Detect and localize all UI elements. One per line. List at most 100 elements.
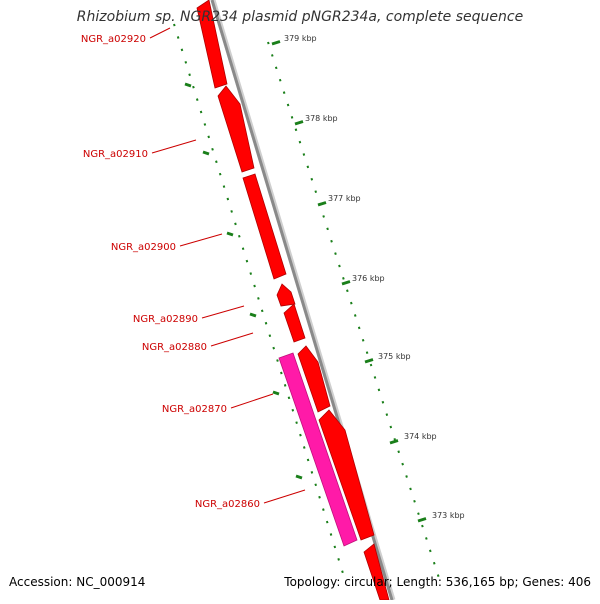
scale-tick bbox=[202, 150, 210, 156]
gene-label-leader bbox=[230, 393, 274, 409]
gene-label-leader bbox=[201, 305, 245, 319]
tick-mark bbox=[218, 172, 222, 176]
tick-mark bbox=[222, 185, 226, 188]
tick-mark bbox=[234, 222, 237, 226]
tick-mark bbox=[215, 160, 218, 164]
gene-label-NGR_a02910[interactable]: NGR_a02910 bbox=[83, 149, 148, 160]
tick-mark bbox=[436, 574, 440, 577]
accession-text: Accession: NC_000914 bbox=[9, 575, 146, 589]
tick-mark bbox=[195, 98, 199, 101]
tick-mark bbox=[310, 177, 314, 181]
scale-tick bbox=[249, 312, 257, 318]
tick-mark bbox=[260, 309, 264, 313]
tick-mark bbox=[334, 252, 337, 255]
gene-label-NGR_a02890[interactable]: NGR_a02890 bbox=[133, 314, 198, 325]
tick-mark bbox=[207, 135, 210, 139]
gene-label-leader bbox=[149, 27, 171, 39]
gene-label-NGR_a02860[interactable]: NGR_a02860 bbox=[195, 499, 260, 510]
gene-arrow-NGR_a02910[interactable] bbox=[217, 85, 255, 173]
tick-mark bbox=[401, 462, 404, 466]
tick-mark bbox=[417, 512, 420, 516]
tick-mark bbox=[286, 103, 290, 107]
scale-tick bbox=[341, 280, 351, 286]
scale-label: 376 kbp bbox=[352, 274, 385, 283]
scale-label: 373 kbp bbox=[432, 511, 465, 520]
scale-tick bbox=[294, 120, 304, 126]
tick-mark bbox=[280, 371, 283, 375]
gene-label-leader bbox=[263, 489, 306, 504]
gene-label-NGR_a02880[interactable]: NGR_a02880 bbox=[142, 342, 207, 353]
tick-mark bbox=[325, 520, 329, 524]
tick-mark bbox=[276, 359, 279, 362]
gene-arrow-highlight[interactable] bbox=[278, 352, 358, 547]
tick-mark bbox=[322, 508, 325, 511]
gene-label-leader bbox=[210, 332, 254, 347]
tick-mark bbox=[211, 147, 214, 151]
tick-mark bbox=[294, 128, 298, 132]
tick-mark bbox=[282, 91, 286, 94]
tick-mark bbox=[333, 545, 337, 549]
tick-mark bbox=[365, 351, 369, 355]
tick-mark bbox=[295, 421, 298, 425]
gene-arrow-NGR_a02860[interactable] bbox=[318, 409, 375, 541]
tick-mark bbox=[226, 197, 230, 201]
tick-mark bbox=[268, 334, 272, 338]
scale-label: 375 kbp bbox=[378, 352, 411, 361]
tick-mark bbox=[381, 400, 385, 404]
tick-mark bbox=[267, 41, 270, 45]
tick-mark bbox=[342, 277, 345, 280]
tick-mark bbox=[389, 425, 393, 429]
gene-label-NGR_a02870[interactable]: NGR_a02870 bbox=[162, 404, 227, 415]
tick-mark bbox=[338, 264, 341, 268]
scale-tick bbox=[295, 474, 303, 480]
tick-mark bbox=[257, 297, 260, 300]
scale-tick bbox=[417, 517, 427, 523]
tick-mark bbox=[429, 549, 432, 553]
tick-mark bbox=[264, 321, 268, 325]
gene-arrow-NGR_a02890[interactable] bbox=[276, 283, 296, 307]
tick-mark bbox=[405, 475, 408, 478]
tick-mark bbox=[272, 346, 275, 350]
scale-tick bbox=[226, 231, 234, 237]
tick-mark bbox=[421, 524, 424, 528]
tick-mark bbox=[283, 384, 287, 387]
gene-arrow-NGR_a02920[interactable] bbox=[196, 0, 228, 89]
tick-mark bbox=[337, 558, 340, 561]
tick-mark bbox=[230, 210, 233, 213]
gene-arrow-NGR_a02880[interactable] bbox=[283, 303, 306, 343]
tick-mark bbox=[290, 116, 294, 119]
tick-mark bbox=[361, 338, 365, 342]
gene-label-NGR_a02920[interactable]: NGR_a02920 bbox=[81, 34, 146, 45]
tick-mark bbox=[373, 376, 377, 379]
scale-label: 379 kbp bbox=[284, 34, 317, 43]
tick-mark bbox=[298, 140, 302, 144]
tick-mark bbox=[341, 570, 344, 574]
tick-mark bbox=[274, 66, 278, 70]
gene-label-leader bbox=[179, 233, 223, 247]
tick-mark bbox=[184, 60, 188, 64]
tick-mark bbox=[278, 78, 282, 82]
tick-mark bbox=[314, 190, 318, 194]
tick-mark bbox=[270, 54, 274, 57]
tick-mark bbox=[377, 388, 381, 392]
scale-label: 378 kbp bbox=[305, 114, 338, 123]
map-title: Rhizobium sp. NGR234 plasmid pNGR234a, c… bbox=[76, 9, 524, 25]
scale-label: 374 kbp bbox=[404, 432, 437, 441]
tick-mark bbox=[302, 153, 306, 156]
gene-arrow-NGR_a02870[interactable] bbox=[297, 345, 331, 413]
tick-mark bbox=[173, 23, 176, 27]
tick-mark bbox=[369, 363, 373, 367]
tick-mark bbox=[353, 314, 357, 317]
tick-mark bbox=[203, 123, 207, 126]
gene-arrow-NGR_a02900[interactable] bbox=[242, 173, 287, 280]
genes-layer bbox=[196, 0, 390, 601]
tick-mark bbox=[253, 284, 256, 288]
labels-layer: 379 kbp 378 kbp 377 kbp 376 kbp 375 kbp 374 k… bbox=[81, 27, 465, 520]
scale-tick bbox=[272, 390, 280, 396]
gene-label-NGR_a02900[interactable]: NGR_a02900 bbox=[111, 242, 176, 253]
tick-mark bbox=[180, 48, 184, 52]
tick-mark bbox=[357, 326, 361, 330]
tick-mark bbox=[326, 227, 329, 231]
tick-mark bbox=[413, 499, 416, 503]
